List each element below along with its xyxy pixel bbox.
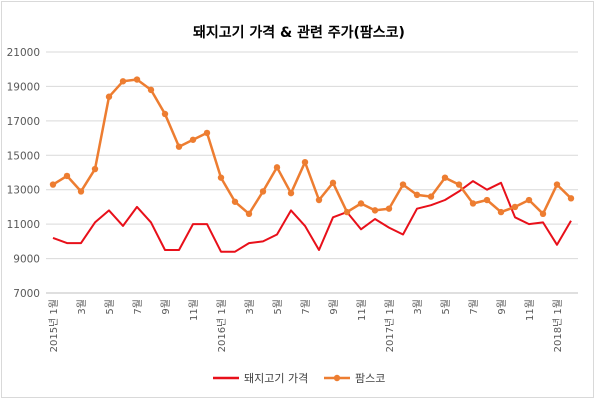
data-point [455, 181, 463, 188]
y-tick-label: 19000 [7, 81, 40, 93]
data-point [329, 179, 337, 187]
x-tick-label: 2015년 1월 [48, 299, 60, 352]
series-line [52, 78, 572, 216]
data-point [511, 203, 519, 211]
data-point [371, 207, 379, 214]
data-point [497, 208, 505, 216]
data-point [441, 174, 449, 181]
y-tick-label: 13000 [7, 185, 40, 197]
data-point [567, 195, 575, 202]
y-tick-label: 17000 [7, 116, 40, 128]
x-tick-label: 9월 [328, 299, 340, 315]
data-point [119, 78, 127, 85]
data-point [133, 76, 141, 83]
y-tick-label: 21000 [7, 47, 40, 59]
data-point [105, 93, 113, 100]
x-tick-label: 7월 [468, 299, 480, 315]
data-point [385, 205, 393, 212]
series-line [52, 180, 572, 253]
x-tick-label: 5월 [272, 299, 284, 315]
data-point [63, 172, 71, 180]
data-point [189, 136, 197, 143]
y-axis: 7000 9000 11000 13000 15000 17000 19000 21000 [7, 47, 40, 300]
data-point [273, 164, 281, 171]
data-point [357, 200, 365, 207]
x-tick-label: 2018년 1월 [552, 299, 564, 352]
x-tick-label: 11월 [524, 299, 536, 321]
x-tick-label: 9월 [496, 299, 508, 315]
x-tick-label: 5월 [440, 299, 452, 315]
data-point [539, 210, 547, 218]
y-tick-label: 15000 [7, 150, 40, 162]
data-point [343, 208, 351, 216]
data-point [147, 86, 155, 94]
data-point [49, 181, 57, 188]
legend-item: 돼지고기 가격 [213, 372, 308, 385]
y-tick-label: 7000 [13, 288, 40, 300]
data-point [231, 198, 239, 205]
data-point [259, 188, 267, 195]
chart-title: 돼지고기 가격 & 관련 주가(팜스코) [193, 24, 405, 41]
data-point [427, 193, 435, 200]
x-tick-label: 7월 [300, 299, 312, 315]
legend-label: 팜스코 [355, 372, 385, 385]
y-tick-label: 9000 [13, 254, 40, 266]
legend-item: 팜스코 [324, 372, 385, 385]
x-tick-label: 7월 [132, 299, 144, 315]
data-point [301, 158, 309, 166]
x-tick-label: 2017년 1월 [384, 299, 396, 352]
data-point [483, 196, 491, 204]
x-tick-label: 2016년 1월 [216, 299, 228, 352]
legend: 돼지고기 가격 팜스코 [213, 372, 385, 385]
data-point [553, 181, 561, 188]
x-tick-label: 11월 [188, 299, 200, 321]
data-point [217, 174, 225, 181]
x-tick-label: 9월 [160, 299, 172, 315]
x-tick-label: 3월 [76, 299, 88, 315]
data-point [245, 210, 253, 218]
x-tick-label: 3월 [412, 299, 424, 315]
gridlines [46, 51, 578, 294]
data-point [287, 189, 295, 197]
series-pork-price [52, 180, 572, 253]
y-tick-label: 11000 [7, 219, 40, 231]
series-farmsco [49, 76, 575, 218]
x-tick-label: 5월 [104, 299, 116, 315]
data-point [91, 165, 99, 173]
data-point [469, 200, 477, 207]
x-axis: 2015년 1월 3월 5월 7월 9월 11월 2016년 1월 3월 5월 7월 9월 11월 20… [46, 292, 578, 352]
data-point [525, 196, 533, 204]
data-point [399, 181, 407, 188]
data-point [413, 191, 421, 199]
data-point [315, 196, 323, 204]
series-layer [49, 76, 575, 253]
data-point [203, 129, 211, 137]
data-point [175, 143, 183, 150]
legend-label: 돼지고기 가격 [244, 372, 308, 385]
legend-marker [333, 374, 341, 382]
data-point [161, 110, 169, 118]
x-tick-label: 3월 [244, 299, 256, 315]
data-point [77, 188, 85, 195]
x-tick-label: 11월 [356, 299, 368, 321]
